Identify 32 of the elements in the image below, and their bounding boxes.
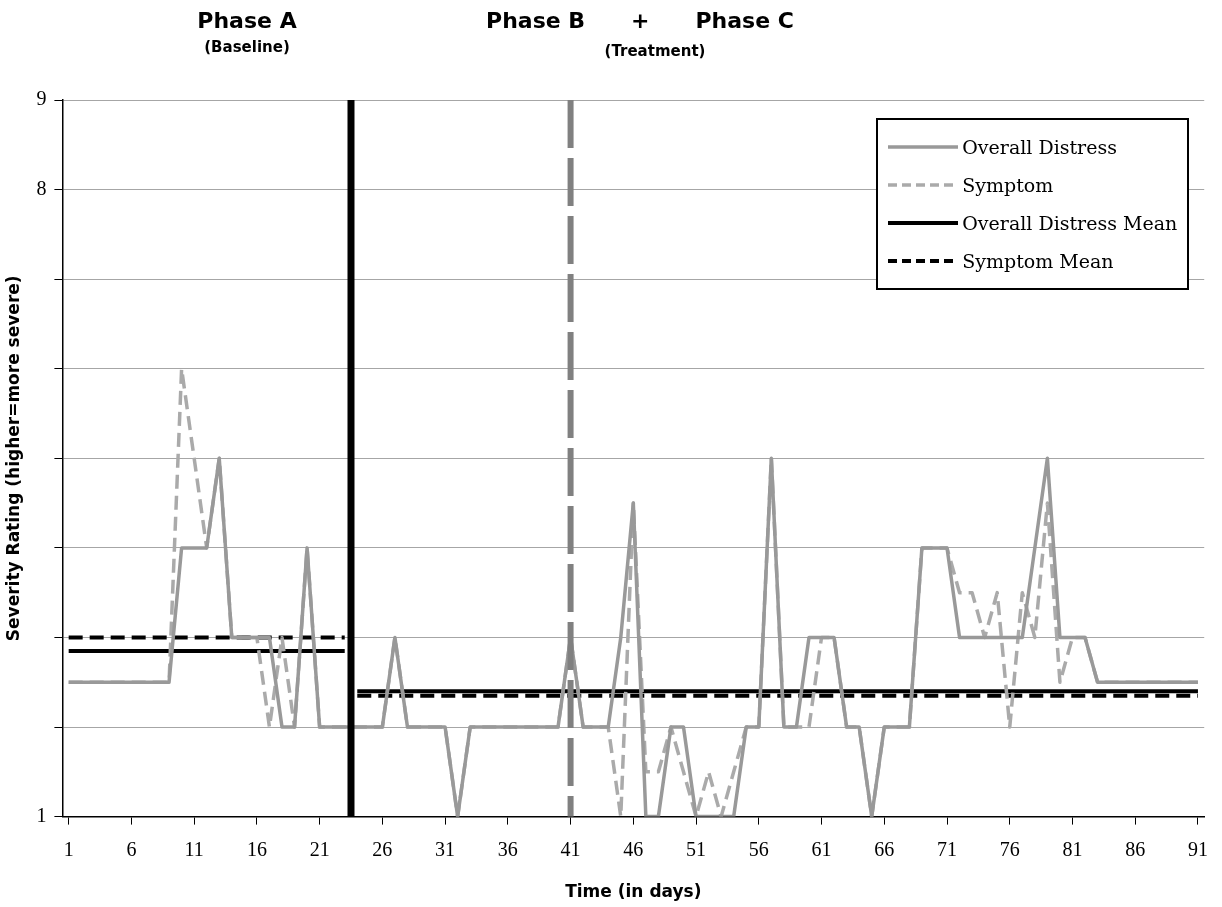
text: (Treatment) [604, 42, 706, 60]
x-axis-title: Time (in days) [565, 881, 702, 902]
x-tick-label: 71 [937, 837, 957, 860]
x-tick-label: 31 [435, 837, 456, 860]
x-tick-label: 6 [126, 837, 137, 860]
text: Phase B + Phase C [486, 8, 794, 33]
x-tick-label: 81 [1062, 837, 1083, 860]
x-tick-label: 46 [623, 837, 644, 860]
legend-label: Overall Distress [962, 136, 1117, 158]
x-tick-label: 91 [1187, 837, 1208, 860]
x-tick-label: 21 [309, 837, 330, 860]
x-tick-label: 51 [686, 837, 707, 860]
y-tick-label: 9 [36, 87, 47, 110]
text: Phase A [197, 8, 297, 33]
legend-label: Overall Distress Mean [962, 212, 1178, 234]
x-tick-label: 66 [874, 837, 895, 860]
x-tick-label: 26 [372, 837, 393, 860]
y-axis-title: Severity Rating (higher=more severe) [2, 275, 23, 642]
x-tick-label: 1 [63, 837, 74, 860]
legend-label: Symptom [962, 174, 1054, 196]
x-tick-label: 16 [246, 837, 267, 860]
x-tick-label: 76 [999, 837, 1020, 860]
y-tick-label: 1 [36, 803, 47, 826]
x-tick-label: 41 [560, 837, 581, 860]
x-tick-label: 86 [1125, 837, 1146, 860]
x-tick-label: 11 [184, 837, 204, 860]
x-tick-label: 36 [497, 837, 518, 860]
text: (Baseline) [204, 38, 290, 56]
y-tick-label: 8 [36, 176, 47, 199]
x-tick-label: 56 [748, 837, 769, 860]
legend-label: Symptom Mean [962, 250, 1114, 272]
x-tick-label: 61 [811, 837, 832, 860]
